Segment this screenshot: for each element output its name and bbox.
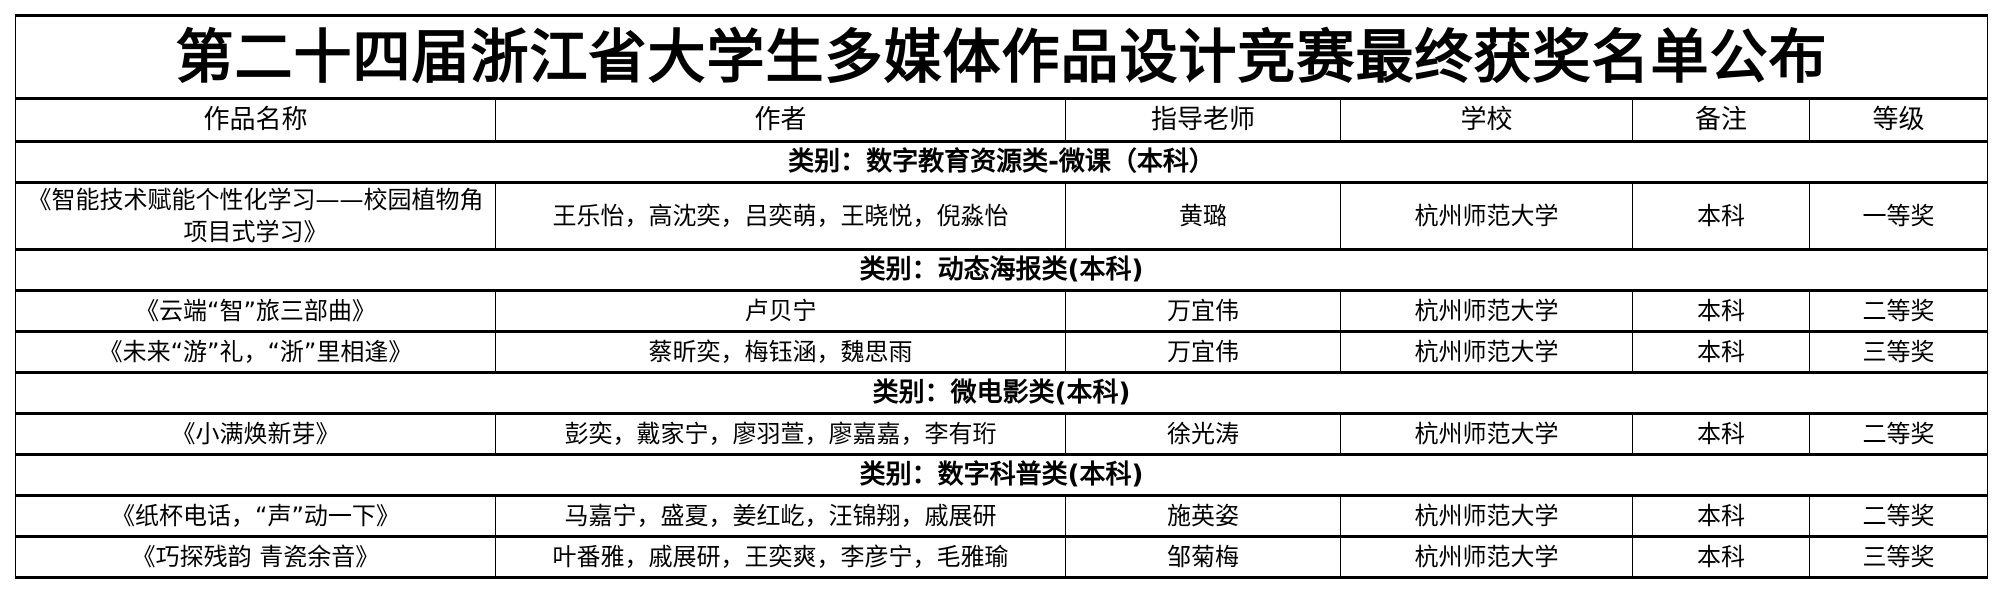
cell-school: 杭州师范大学 [1340, 330, 1633, 374]
table-row: 《小满焕新芽》 彭奕，戴家宁，廖羽萱，廖嘉嘉，李有珩 徐光涛 杭州师范大学 本科 二等奖 [15, 412, 1989, 456]
header-row: 作品名称 作者 指导老师 学校 备注 等级 [15, 97, 1989, 143]
cell-work: 《未来“游”礼，“浙”里相逢》 [15, 330, 496, 374]
category-label: 类别：数字科普类(本科) [14, 453, 1989, 497]
cell-note: 本科 [1632, 330, 1810, 374]
cell-school: 杭州师范大学 [1340, 412, 1633, 456]
cell-level: 三等奖 [1808, 330, 1989, 374]
cell-authors: 马嘉宁，盛夏，姜红屹，汪锦翔，戚展研 [495, 494, 1066, 538]
cell-authors: 叶番雅，戚展研，王奕爽，李彦宁，毛雅瑜 [495, 535, 1066, 579]
cell-school: 杭州师范大学 [1340, 289, 1633, 333]
cell-note: 本科 [1632, 181, 1810, 251]
cell-level: 二等奖 [1808, 289, 1989, 333]
cell-level: 三等奖 [1808, 535, 1989, 579]
title-row: 第二十四届浙江省大学生多媒体作品设计竞赛最终获奖名单公布 [14, 14, 1989, 100]
cell-level: 一等奖 [1808, 181, 1989, 251]
cell-advisor: 施英姿 [1065, 494, 1341, 538]
category-label: 类别：动态海报类(本科) [14, 248, 1989, 292]
category-label: 类别：微电影类(本科) [14, 371, 1989, 415]
cell-authors: 蔡昕奕，梅钰涵，魏思雨 [495, 330, 1066, 374]
cell-work: 《小满焕新芽》 [15, 412, 496, 456]
table-row: 《智能技术赋能个性化学习——校园植物角项目式学习》 王乐怡，高沈奕，吕奕萌，王晓悦… [15, 181, 1989, 251]
category-row: 类别：数字教育资源类-微课（本科） [14, 140, 1989, 184]
table-row: 《纸杯电话，“声”动一下》 马嘉宁，盛夏，姜红屹，汪锦翔，戚展研 施英姿 杭州师范大学… [15, 494, 1989, 538]
cell-note: 本科 [1632, 494, 1810, 538]
cell-authors: 彭奕，戴家宁，廖羽萱，廖嘉嘉，李有珩 [495, 412, 1066, 456]
cell-advisor: 万宜伟 [1065, 330, 1341, 374]
header-authors: 作者 [495, 97, 1066, 143]
page-title: 第二十四届浙江省大学生多媒体作品设计竞赛最终获奖名单公布 [14, 14, 1989, 100]
category-row: 类别：动态海报类(本科) [14, 248, 1989, 292]
cell-advisor: 黄璐 [1065, 181, 1341, 251]
cell-work: 《纸杯电话，“声”动一下》 [15, 494, 496, 538]
header-note: 备注 [1632, 97, 1810, 143]
table-row: 《云端“智”旅三部曲》 卢贝宁 万宜伟 杭州师范大学 本科 二等奖 [15, 289, 1989, 333]
category-row: 类别：微电影类(本科) [14, 371, 1989, 415]
cell-authors: 王乐怡，高沈奕，吕奕萌，王晓悦，倪淼怡 [495, 181, 1066, 251]
category-label: 类别：数字教育资源类-微课（本科） [14, 140, 1989, 184]
cell-school: 杭州师范大学 [1340, 494, 1633, 538]
header-school: 学校 [1340, 97, 1633, 143]
cell-note: 本科 [1632, 289, 1810, 333]
cell-advisor: 邹菊梅 [1065, 535, 1341, 579]
cell-level: 二等奖 [1808, 412, 1989, 456]
cell-work: 《巧探残韵 青瓷余音》 [15, 535, 496, 579]
cell-work: 《智能技术赋能个性化学习——校园植物角项目式学习》 [15, 181, 496, 251]
category-row: 类别：数字科普类(本科) [14, 453, 1989, 497]
cell-level: 二等奖 [1808, 494, 1989, 538]
cell-advisor: 万宜伟 [1065, 289, 1341, 333]
cell-school: 杭州师范大学 [1340, 181, 1633, 251]
cell-note: 本科 [1632, 412, 1810, 456]
header-level: 等级 [1808, 97, 1989, 143]
cell-school: 杭州师范大学 [1340, 535, 1633, 579]
cell-work: 《云端“智”旅三部曲》 [15, 289, 496, 333]
cell-advisor: 徐光涛 [1065, 412, 1341, 456]
header-work: 作品名称 [15, 97, 496, 143]
cell-note: 本科 [1632, 535, 1810, 579]
header-advisor: 指导老师 [1065, 97, 1341, 143]
table-row: 《未来“游”礼，“浙”里相逢》 蔡昕奕，梅钰涵，魏思雨 万宜伟 杭州师范大学 本科 三等奖 [15, 330, 1989, 374]
cell-authors: 卢贝宁 [495, 289, 1066, 333]
award-table: 第二十四届浙江省大学生多媒体作品设计竞赛最终获奖名单公布 作品名称 作者 指导老… [14, 14, 1989, 579]
table-row: 《巧探残韵 青瓷余音》 叶番雅，戚展研，王奕爽，李彦宁，毛雅瑜 邹菊梅 杭州师范大学本… [15, 535, 1989, 579]
